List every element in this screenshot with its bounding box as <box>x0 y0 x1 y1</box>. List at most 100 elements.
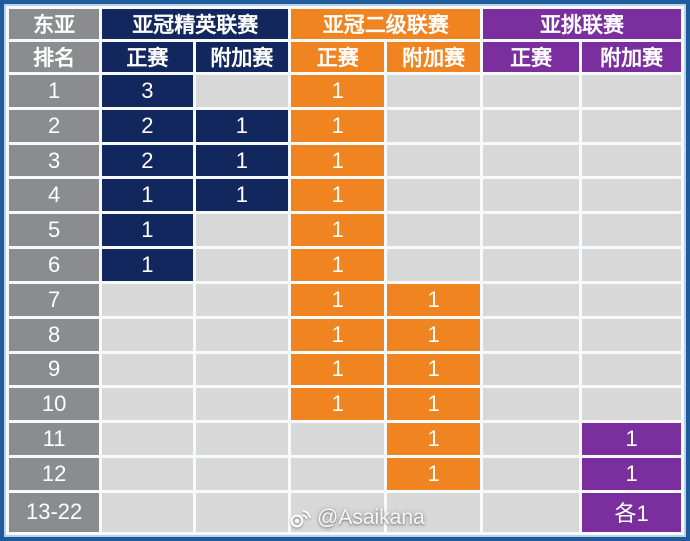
table-row: 2 2 1 1 <box>9 109 681 142</box>
table-row: 8 1 1 <box>9 318 681 351</box>
slot-cell: 1 <box>582 423 681 455</box>
rank-cell: 9 <box>9 353 100 386</box>
slot-cell <box>291 457 385 490</box>
slot-cell <box>582 353 681 386</box>
table-row: 12 1 1 <box>9 457 681 490</box>
table-row: 6 1 1 <box>9 249 681 281</box>
league-two-playoff-header: 附加赛 <box>387 42 481 72</box>
slot-cell <box>483 144 580 177</box>
rank-column-header: 排名 <box>9 42 100 72</box>
rank-cell: 11 <box>9 423 100 455</box>
slot-cell: 1 <box>291 353 385 386</box>
rank-cell: 1 <box>9 75 100 107</box>
rank-cell: 10 <box>9 388 100 421</box>
slot-cell <box>582 318 681 351</box>
slot-cell: 1 <box>582 457 681 490</box>
slot-cell <box>483 353 580 386</box>
rank-cell: 8 <box>9 318 100 351</box>
group-header-challenge-league: 亚挑联赛 <box>483 9 681 39</box>
slot-cell: 1 <box>291 318 385 351</box>
slot-cell <box>483 179 580 212</box>
slot-cell: 1 <box>387 388 481 421</box>
slot-cell <box>582 109 681 142</box>
slot-cell: 1 <box>291 144 385 177</box>
slot-cell <box>195 283 289 316</box>
slot-cell <box>387 144 481 177</box>
table-row: 13-22 各1 <box>9 492 681 532</box>
elite-main-header: 正赛 <box>102 42 193 72</box>
slot-cell <box>483 318 580 351</box>
slot-cell: 1 <box>291 388 385 421</box>
slot-cell <box>195 75 289 107</box>
slot-cell <box>195 353 289 386</box>
rank-cell: 6 <box>9 249 100 281</box>
slot-cell: 1 <box>291 75 385 107</box>
slot-cell: 1 <box>387 318 481 351</box>
slot-cell <box>102 388 193 421</box>
slot-cell <box>195 388 289 421</box>
slot-cell <box>102 492 193 532</box>
slot-cell: 1 <box>387 283 481 316</box>
slot-cell: 1 <box>291 109 385 142</box>
slot-cell <box>195 492 289 532</box>
slot-cell <box>387 109 481 142</box>
slot-cell <box>291 423 385 455</box>
slot-allocation-table: 东亚 亚冠精英联赛 亚冠二级联赛 亚挑联赛 排名 正赛 附加赛 正赛 附加赛 正… <box>6 6 684 535</box>
slot-cell: 2 <box>102 144 193 177</box>
slot-cell <box>387 214 481 247</box>
slot-cell <box>483 457 580 490</box>
slot-cell: 1 <box>291 179 385 212</box>
slot-cell <box>195 214 289 247</box>
slot-cell <box>387 179 481 212</box>
slot-cell <box>102 457 193 490</box>
slot-cell <box>291 492 385 532</box>
slot-cell <box>195 423 289 455</box>
league-two-main-header: 正赛 <box>291 42 385 72</box>
slot-cell <box>102 318 193 351</box>
slot-cell <box>102 283 193 316</box>
slot-cell <box>582 214 681 247</box>
table-row: 5 1 1 <box>9 214 681 247</box>
rank-cell: 3 <box>9 144 100 177</box>
slot-cell: 1 <box>291 283 385 316</box>
slot-cell: 1 <box>291 214 385 247</box>
slot-cell <box>387 249 481 281</box>
rank-cell: 2 <box>9 109 100 142</box>
slot-cell <box>582 283 681 316</box>
rank-cell: 12 <box>9 457 100 490</box>
region-header: 东亚 <box>9 9 100 39</box>
elite-playoff-header: 附加赛 <box>195 42 289 72</box>
slot-cell: 各1 <box>582 492 681 532</box>
slot-cell <box>102 423 193 455</box>
slot-cell: 1 <box>195 144 289 177</box>
slot-cell: 1 <box>102 179 193 212</box>
slot-cell: 1 <box>387 353 481 386</box>
rank-cell: 7 <box>9 283 100 316</box>
slot-cell: 1 <box>195 179 289 212</box>
slot-cell <box>483 249 580 281</box>
table-row: 1 3 1 <box>9 75 681 107</box>
slot-cell: 1 <box>102 249 193 281</box>
slot-cell: 3 <box>102 75 193 107</box>
group-header-elite-league: 亚冠精英联赛 <box>102 9 289 39</box>
slot-cell: 1 <box>291 249 385 281</box>
slot-cell <box>582 144 681 177</box>
challenge-main-header: 正赛 <box>483 42 580 72</box>
rank-cell: 13-22 <box>9 492 100 532</box>
table-row: 10 1 1 <box>9 388 681 421</box>
slot-cell: 1 <box>195 109 289 142</box>
slot-cell <box>582 75 681 107</box>
table-row: 11 1 1 <box>9 423 681 455</box>
slot-cell <box>387 75 481 107</box>
slot-cell: 1 <box>387 457 481 490</box>
slot-cell: 1 <box>387 423 481 455</box>
table-row: 9 1 1 <box>9 353 681 386</box>
rank-cell: 5 <box>9 214 100 247</box>
slot-cell <box>195 249 289 281</box>
column-header-row: 排名 正赛 附加赛 正赛 附加赛 正赛 附加赛 <box>9 42 681 72</box>
slot-cell <box>387 492 481 532</box>
rank-cell: 4 <box>9 179 100 212</box>
slot-cell <box>483 75 580 107</box>
slot-cell: 2 <box>102 109 193 142</box>
